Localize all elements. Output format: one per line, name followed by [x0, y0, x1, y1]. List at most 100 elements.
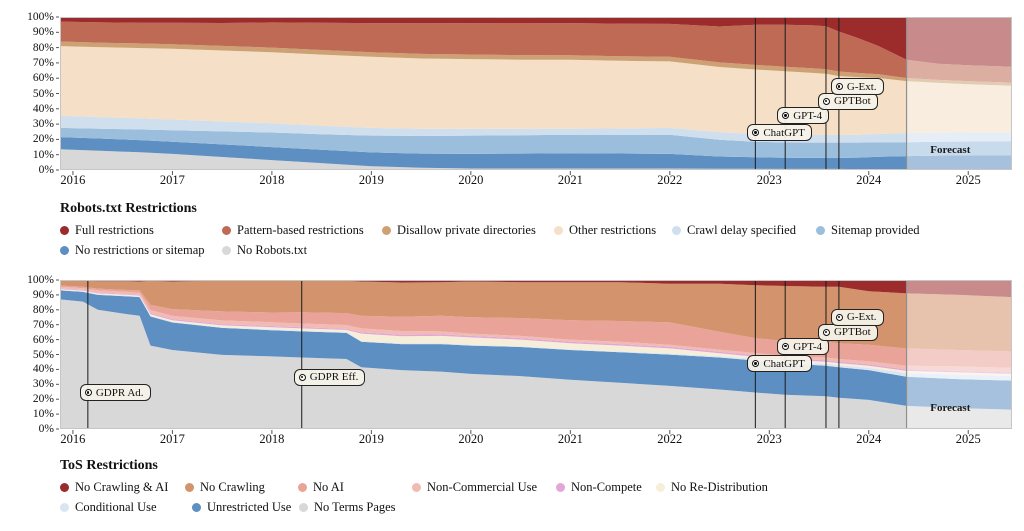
y-axis-tick-label: 0%	[38, 164, 54, 176]
x-axis-tick-label: 2017	[159, 432, 185, 446]
y-axis-tick-label: 0%	[38, 423, 54, 435]
event-point-icon	[835, 83, 843, 91]
x-axis-tick-label: 2019	[358, 432, 384, 446]
y-axis-tick-label: 70%	[32, 318, 54, 331]
band-no-restrictions-or-sitemap	[60, 137, 1012, 170]
robots-txt-legend: Robots.txt Restrictions Full restriction…	[60, 201, 956, 260]
band-disallow-private-directories	[60, 41, 1012, 86]
legend-item-label: Non-Commercial Use	[427, 479, 538, 494]
legend-swatch-icon	[412, 482, 421, 492]
event-marker-gdpr-eff: GDPR Eff.	[293, 368, 366, 386]
y-axis-tick-label: 20%	[32, 133, 54, 146]
event-label: G-Ext.	[846, 311, 877, 324]
x-axis-tick-label: 2022	[657, 432, 683, 446]
x-axis-tick-label: 2022	[657, 173, 683, 187]
legend-item-disallow-private-directories: Disallow private directories	[382, 223, 554, 238]
event-point-icon	[782, 112, 790, 120]
forecast-region	[906, 17, 1012, 170]
legend-swatch-icon	[60, 482, 69, 492]
event-label: GPT-4	[793, 109, 823, 122]
legend-swatch-icon	[816, 225, 825, 235]
event-label: GPT-4	[793, 340, 823, 353]
y-axis-tick-label: 40%	[32, 102, 54, 115]
x-axis-tick-label: 2017	[159, 173, 185, 187]
legend-item-label: Other restrictions	[569, 222, 657, 237]
legend-swatch-icon	[222, 225, 231, 235]
x-axis-tick-label: 2024	[856, 432, 882, 446]
legend-item-other-restrictions: Other restrictions	[554, 223, 672, 238]
legend-swatch-icon	[60, 245, 69, 255]
robots-txt-restrictions-plot	[56, 16, 1012, 175]
x-axis-tick-label: 2021	[557, 173, 583, 187]
event-point-icon	[835, 313, 843, 321]
legend-item-no-re-distribution: No Re-Distribution	[656, 480, 806, 495]
event-marker-chatgpt: ChatGPT	[747, 124, 812, 142]
legend-item-no-crawling: No Crawling	[185, 480, 298, 495]
y-axis-tick-label: 60%	[32, 333, 54, 346]
legend-item-label: Unrestricted Use	[207, 499, 292, 514]
x-axis-tick-label: 2020	[458, 173, 484, 187]
legend-item-no-crawling-ai: No Crawling & AI	[60, 480, 185, 495]
event-point-icon	[822, 97, 830, 105]
x-axis-tick-label: 2025	[955, 432, 981, 446]
legend-item-label: Full restrictions	[75, 222, 154, 237]
event-label: ChatGPT	[763, 126, 805, 139]
y-axis-tick-label: 40%	[32, 363, 54, 376]
event-marker-gdpr-ad: GDPR Ad.	[79, 384, 151, 402]
legend-item-sitemap-provided: Sitemap provided	[816, 223, 956, 238]
band-no-terms-pages	[60, 299, 1012, 429]
legend-item-conditional-use: Conditional Use	[60, 500, 192, 515]
y-axis-tick-label: 10%	[32, 148, 54, 161]
event-marker-g-ext: G-Ext.	[830, 308, 884, 326]
y-axis-tick-label: 100%	[27, 11, 54, 23]
legend-item-non-compete: Non-Compete	[556, 480, 656, 495]
x-axis-tick-label: 2020	[458, 432, 484, 446]
plot-border	[60, 280, 1012, 429]
legend-item-no-terms-pages: No Terms Pages	[299, 500, 439, 515]
legend-item-no-restrictions-or-sitemap: No restrictions or sitemap	[60, 243, 222, 258]
legend-row: No Crawling & AI No Crawling No AI Non-Comm…	[60, 477, 806, 497]
y-axis-tick-label: 90%	[32, 26, 54, 39]
x-axis-tick-label: 2024	[856, 173, 882, 187]
x-axis-tick-label: 2018	[259, 173, 285, 187]
legend-item-label: Disallow private directories	[397, 222, 536, 237]
legend-item-no-robots-txt: No Robots.txt	[222, 243, 362, 258]
y-axis-tick-label: 80%	[32, 303, 54, 316]
legend-swatch-icon	[298, 482, 307, 492]
event-label: ChatGPT	[763, 357, 805, 370]
event-label: G-Ext.	[846, 80, 877, 93]
legend-row: Conditional Use Unrestricted Use No Terms …	[60, 497, 806, 517]
y-axis-tick-label: 30%	[32, 118, 54, 131]
legend-rows: No Crawling & AI No Crawling No AI Non-Comm…	[60, 477, 806, 517]
event-marker-gpt-4: GPT-4	[777, 338, 830, 356]
legend-item-label: No AI	[313, 479, 344, 494]
y-axis-tick-label: 60%	[32, 72, 54, 85]
band-pattern-based-restrictions	[60, 21, 1012, 83]
legend-item-no-ai: No AI	[298, 480, 412, 495]
event-label: GDPR Ad.	[95, 386, 144, 399]
legend-row: Full restrictions Pattern-based restricti…	[60, 220, 956, 240]
forecast-label: Forecast	[930, 402, 971, 414]
band-sitemap-provided	[60, 127, 1012, 158]
x-axis-tick-label: 2023	[756, 432, 782, 446]
legend-item-label: No Re-Distribution	[671, 479, 768, 494]
y-axis-tick-label: 80%	[32, 41, 54, 54]
legend-item-label: No restrictions or sitemap	[75, 242, 205, 257]
event-marker-g-ext: G-Ext.	[830, 78, 884, 96]
x-axis-tick-label: 2018	[259, 432, 285, 446]
band-no-ai	[60, 285, 1012, 368]
y-axis-tick-label: 10%	[32, 408, 54, 421]
legend-item-unrestricted-use: Unrestricted Use	[192, 500, 299, 515]
forecast-region	[906, 280, 1012, 429]
legend-item-label: No Crawling	[200, 479, 265, 494]
legend-item-label: Sitemap provided	[831, 222, 920, 237]
y-axis-tick-label: 50%	[32, 348, 54, 361]
event-point-icon	[822, 328, 830, 336]
legend-rows: Full restrictions Pattern-based restricti…	[60, 220, 956, 260]
legend-swatch-icon	[185, 482, 194, 492]
event-label: GPTBot	[833, 95, 871, 108]
legend-item-label: No Crawling & AI	[75, 479, 169, 494]
legend-swatch-icon	[222, 245, 231, 255]
